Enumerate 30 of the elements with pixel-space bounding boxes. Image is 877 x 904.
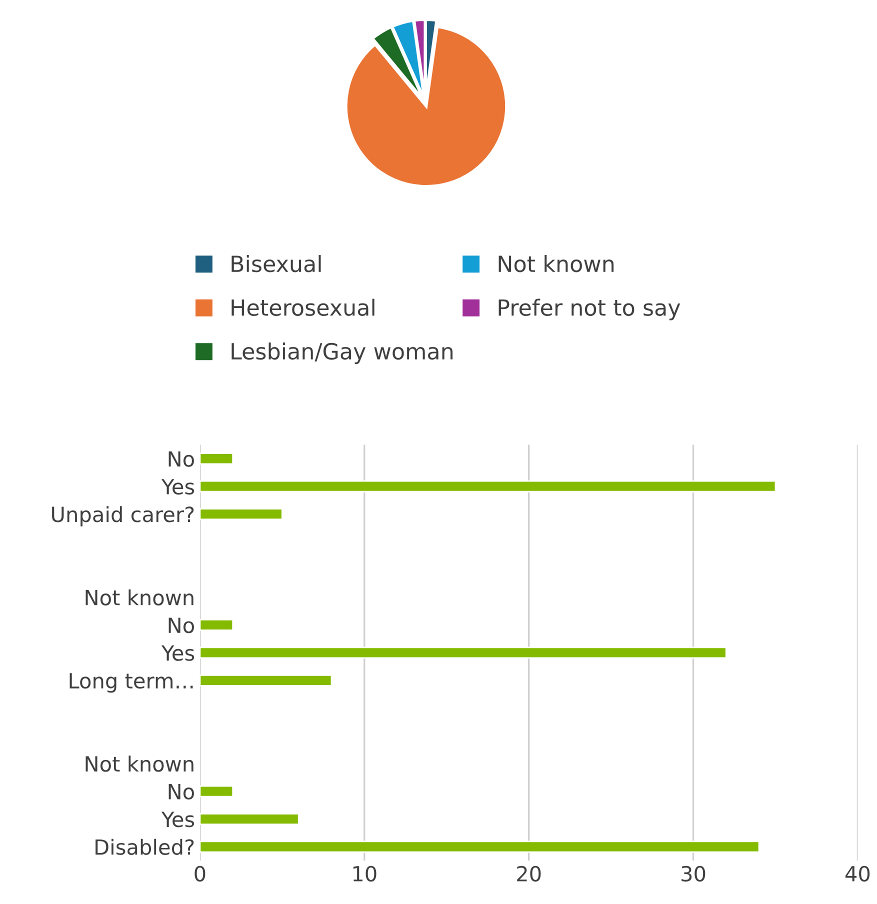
y-tick-label: Yes	[161, 479, 194, 495]
x-tick-label: 40	[845, 866, 870, 882]
bar	[200, 785, 234, 798]
bar	[200, 619, 234, 631]
y-tick-label: Long term…	[70, 673, 193, 693]
x-tick-label: 0	[194, 866, 206, 882]
y-tick-label: Yes	[161, 645, 194, 661]
legend-label: Bisexual	[232, 255, 321, 272]
x-tick-label: 30	[682, 866, 706, 882]
y-tick-label: No	[168, 451, 194, 467]
legend-label: Lesbian/Gay woman	[232, 342, 453, 364]
bar	[200, 452, 234, 465]
y-tick-label: Unpaid carer?	[52, 506, 194, 526]
y-tick-label: Not known	[86, 589, 194, 606]
y-tick-label: Disabled?	[96, 838, 194, 855]
legend-label: Heterosexual	[232, 298, 374, 316]
x-tick-label: 20	[517, 866, 541, 882]
bar	[200, 508, 283, 520]
legend-label: Not known	[498, 255, 614, 272]
y-tick-label: Not known	[86, 756, 194, 772]
y-tick-label: No	[168, 784, 194, 800]
y-tick-label: Yes	[161, 812, 194, 828]
legend-label: Prefer not to say	[498, 298, 680, 320]
bar	[200, 674, 332, 686]
bar	[200, 480, 776, 492]
bar	[200, 840, 760, 853]
x-tick-label: 10	[353, 866, 376, 882]
bar	[200, 813, 300, 825]
bar	[200, 646, 727, 659]
y-tick-label: No	[168, 618, 194, 634]
